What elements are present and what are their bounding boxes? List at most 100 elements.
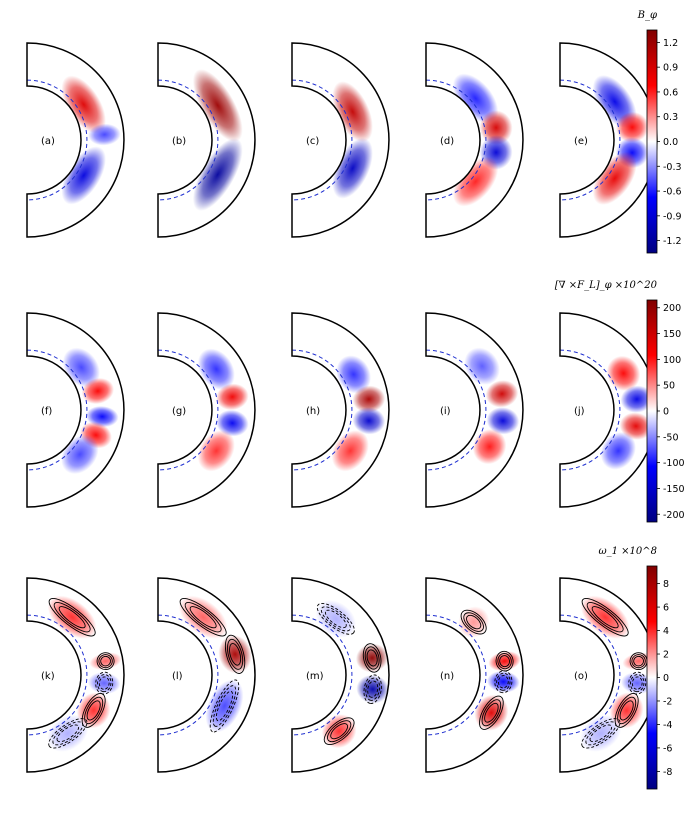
colorbar-tick: -100 [663,458,685,469]
panel-k: (k) [26,577,125,773]
panel-l: (l) [157,577,256,773]
blob [487,670,520,693]
colorbar-tick: -0.6 [663,187,682,198]
shell-outline [157,312,256,508]
blob [600,432,636,470]
blob [485,380,519,408]
colorbar-tick: 4 [663,626,669,637]
blob [61,434,99,475]
shell-outline [157,42,256,238]
colorbar-tick: 2 [663,650,669,661]
panel-label: (m) [306,671,324,682]
blob [192,69,243,142]
panel-b: (b) [157,42,256,238]
blob [331,430,369,472]
panel-f: (f) [26,312,125,508]
blob [61,146,106,205]
blob [216,383,249,411]
blob [192,138,243,211]
blob [218,635,252,674]
colorbar-title: [∇ ×F_L]_φ ×10^20 [555,280,658,291]
blob [336,355,371,394]
colorbar-tick: -8 [663,767,672,778]
blob [620,385,654,413]
colorbar-bar [646,299,658,523]
panel-label: (d) [440,136,454,147]
colorbar-tick: 0 [663,673,669,684]
shell-outline [425,42,524,238]
colorbar-tick: 100 [663,355,681,366]
blob [592,151,637,205]
blob [216,409,249,437]
panel-n: (n) [425,577,524,773]
colorbar-tick: 0 [663,407,669,418]
panel-g: (g) [157,312,256,508]
shell-outline [425,577,524,773]
colorbar-tick: -150 [663,484,685,495]
colorbar-bar [646,29,658,254]
panel-label: (k) [41,671,55,682]
blob [474,694,509,731]
panel-label: (a) [41,136,55,147]
blob [197,348,235,390]
shell-outline [26,42,125,238]
colorbar-tick: 1.2 [663,38,678,49]
panel-label: (j) [574,406,585,417]
blob [452,156,499,207]
blob [321,714,357,749]
panel-label: (f) [41,406,52,417]
blob [479,110,513,146]
shell-outline [291,42,390,238]
blob [352,385,386,413]
colorbar-tick: -2 [663,696,672,707]
shell-outline [425,312,524,508]
colorbar-tick: 0.3 [663,112,678,123]
panel-e: (e) [559,42,658,238]
blob [81,377,114,405]
colorbar-tick: -4 [663,720,672,731]
colorbar-tick: -200 [663,510,685,521]
blob [47,714,89,752]
colorbar-tick: -1.2 [663,236,682,247]
blob [87,672,121,695]
panel-label: (b) [172,136,186,147]
blob [615,111,649,143]
panel-c: (c) [291,42,390,238]
colorbar-tick: 0.6 [663,87,678,98]
panel-label: (g) [172,406,186,417]
panel-label: (e) [574,136,588,147]
panel-label: (i) [440,406,451,417]
blob [452,73,499,124]
panel-d: (d) [425,42,524,238]
blob [88,123,121,146]
colorbar-tick: -6 [663,743,672,754]
blob [352,407,386,435]
blob [315,600,357,638]
colorbar-tick: 0.9 [663,63,678,74]
colorbar-3: 8 6 4 2 0 -2 -4 -6 -8 ω_1 ×10^8 [598,546,672,790]
panel-a: (a) [26,42,125,238]
colorbar-tick: 150 [663,329,681,340]
blob [488,651,521,672]
panel-h: (h) [291,312,390,508]
panel-j: (j) [559,312,658,508]
panel-o: (o) [559,577,658,773]
shell-outline [26,312,125,508]
panel-label: (n) [440,671,454,682]
colorbar-tick: 6 [663,603,669,614]
panel-m: (m) [291,577,390,773]
panel-label: (h) [306,406,320,417]
blob [62,347,100,388]
shell-outline [26,577,125,773]
blob [619,412,653,440]
blob [89,652,122,670]
blob [620,672,654,695]
panel-i: (i) [425,312,524,508]
panel-label: (c) [306,136,319,147]
shell-outline [157,577,256,773]
colorbar-1: 1.2 0.9 0.6 0.3 0.0 -0.3 -0.6 -0.9 -1.2 B_φ [637,10,682,254]
blob [472,429,507,465]
colorbar-tick: 8 [663,579,669,590]
blob [606,355,641,391]
